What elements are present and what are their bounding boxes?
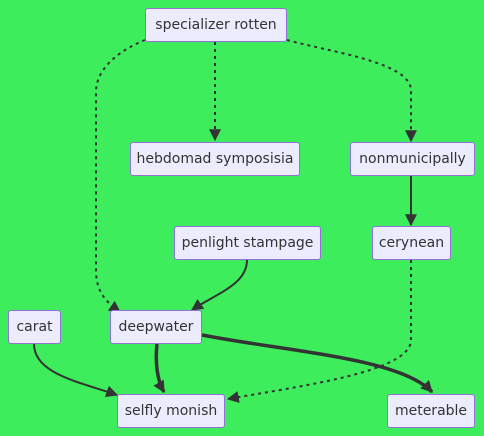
node-carat[interactable]: carat <box>8 310 61 344</box>
node-selfly-monish[interactable]: selfly monish <box>117 394 225 428</box>
node-specializer-rotten[interactable]: specializer rotten <box>145 8 287 42</box>
edge-specializer-rotten-to-nonmunicipally <box>286 39 417 143</box>
node-hebdomad-symposisia[interactable]: hebdomad symposisia <box>130 142 300 176</box>
node-cerynean[interactable]: cerynean <box>372 226 451 260</box>
edge-penlight-stampage-to-deepwater <box>191 259 248 311</box>
node-nonmunicipally[interactable]: nonmunicipally <box>350 142 475 176</box>
edge-deepwater-to-selfly-monish <box>153 343 166 394</box>
edge-deepwater-to-meterable <box>201 333 434 394</box>
node-meterable[interactable]: meterable <box>387 394 475 428</box>
edge-cerynean-to-selfly-monish <box>226 260 412 403</box>
node-deepwater[interactable]: deepwater <box>110 310 202 344</box>
node-penlight-stampage[interactable]: penlight stampage <box>174 226 321 260</box>
edge-carat-to-selfly-monish <box>33 343 119 398</box>
edge-specializer-rotten-to-deepwater <box>95 39 146 313</box>
